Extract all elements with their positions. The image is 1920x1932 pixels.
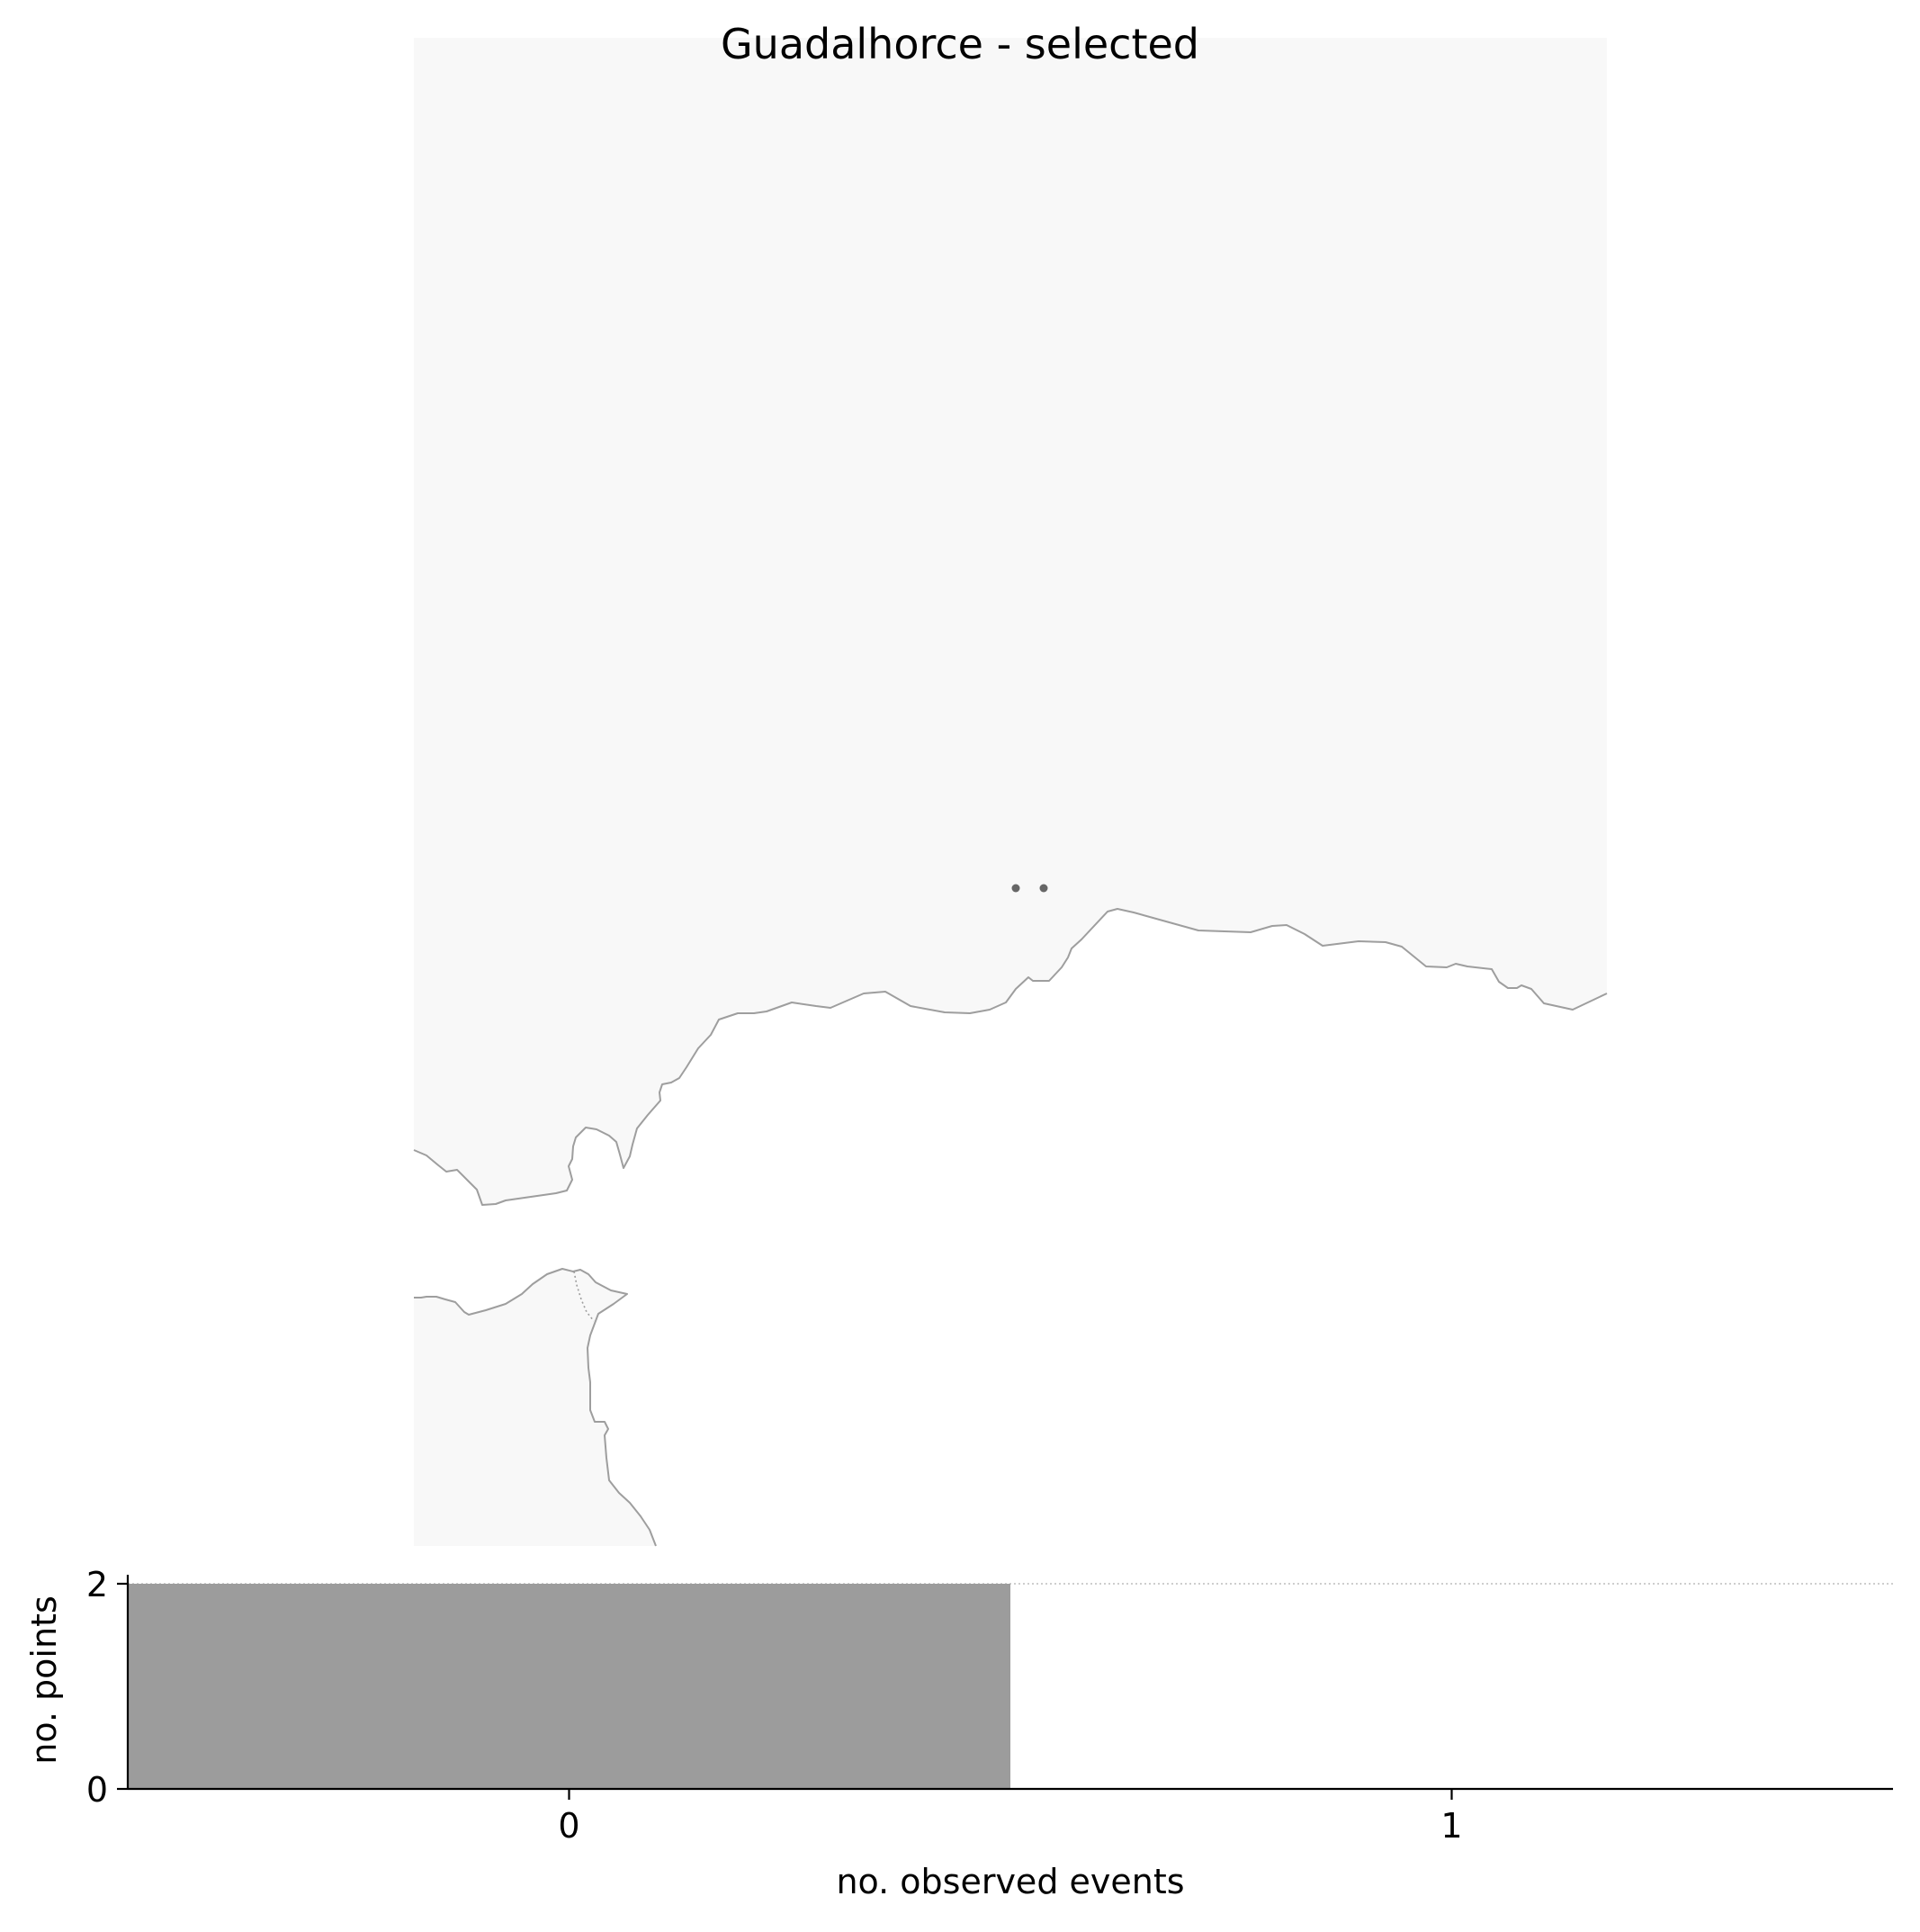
coastline-iberia [413, 908, 1608, 1206]
x-tick-label: 1 [1440, 1806, 1462, 1846]
x-axis-label: no. observed events [836, 1862, 1184, 1901]
bars-group [128, 1584, 1010, 1789]
x-tick-label: 0 [558, 1806, 579, 1846]
coastline-africa [414, 1268, 657, 1547]
y-ticks-group: 02 [86, 1565, 128, 1810]
sea-area [414, 909, 1607, 1546]
histogram-bar [128, 1584, 1010, 1789]
observation-point [1039, 884, 1048, 893]
observation-point [1011, 884, 1020, 893]
y-tick-label: 0 [86, 1770, 108, 1810]
y-axis-label: no. points [24, 1595, 64, 1765]
border-dotted [573, 1271, 595, 1322]
map-title: Guadalhorce - selected [721, 20, 1199, 68]
map-panel: Guadalhorce - selected [413, 20, 1608, 1547]
y-tick-label: 2 [86, 1565, 108, 1604]
